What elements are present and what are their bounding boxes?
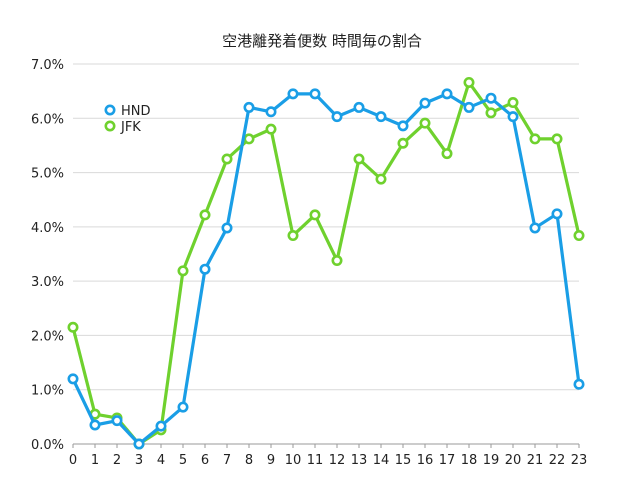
data-point-jfk	[67, 321, 79, 333]
series-jfk	[67, 76, 585, 450]
data-point-hnd	[529, 222, 541, 234]
x-tick-label: 18	[461, 453, 478, 468]
y-tick-label: 2.0%	[31, 329, 64, 344]
data-point-hnd	[573, 378, 585, 390]
x-tick-label: 3	[135, 453, 143, 468]
x-tick-label: 16	[417, 453, 434, 468]
data-point-jfk	[331, 255, 343, 267]
x-tick-label: 9	[267, 453, 275, 468]
x-tick-label: 21	[527, 453, 544, 468]
data-point-jfk	[419, 117, 431, 129]
x-tick-label: 23	[571, 453, 588, 468]
data-point-jfk	[485, 107, 497, 119]
series-hnd	[67, 88, 585, 450]
data-point-hnd	[419, 97, 431, 109]
data-point-jfk	[199, 209, 211, 221]
y-tick-label: 7.0%	[31, 58, 64, 73]
x-tick-label: 0	[69, 453, 77, 468]
data-point-hnd	[397, 120, 409, 132]
data-point-jfk	[397, 137, 409, 149]
x-tick-label: 22	[549, 453, 566, 468]
legend-label-hnd: HND	[121, 104, 151, 119]
data-point-jfk	[287, 230, 299, 242]
x-tick-label: 4	[157, 453, 165, 468]
data-point-jfk	[507, 97, 519, 109]
data-point-jfk	[243, 133, 255, 145]
data-point-hnd	[177, 401, 189, 413]
grid-lines	[73, 63, 579, 391]
x-tick-label: 13	[351, 453, 368, 468]
data-point-hnd	[353, 101, 365, 113]
data-point-jfk	[375, 173, 387, 185]
y-tick-label: 3.0%	[31, 275, 64, 290]
x-tick-label: 11	[307, 453, 324, 468]
data-point-jfk	[529, 133, 541, 145]
x-tick-label: 6	[201, 453, 209, 468]
data-point-hnd	[265, 106, 277, 118]
x-tick-label: 17	[439, 453, 456, 468]
legend-label-jfk: JFK	[120, 120, 141, 135]
x-tick-label: 19	[483, 453, 500, 468]
data-point-hnd	[507, 111, 519, 123]
x-tick-label: 20	[505, 453, 522, 468]
x-tick-label: 10	[285, 453, 302, 468]
data-point-hnd	[485, 92, 497, 104]
data-point-hnd	[111, 415, 123, 427]
data-point-jfk	[463, 76, 475, 88]
x-tick-label: 7	[223, 453, 231, 468]
data-point-jfk	[573, 230, 585, 242]
y-tick-label: 1.0%	[31, 384, 64, 399]
data-point-hnd	[441, 88, 453, 100]
data-point-hnd	[551, 208, 563, 220]
legend-item-hnd: HND	[104, 104, 151, 119]
data-point-jfk	[353, 153, 365, 165]
data-point-hnd	[331, 111, 343, 123]
data-point-jfk	[265, 123, 277, 135]
x-tick-label: 8	[245, 453, 253, 468]
data-point-jfk	[441, 148, 453, 160]
series-line-hnd	[71, 92, 581, 446]
axes: 0.0%1.0%2.0%3.0%4.0%5.0%6.0%7.0%0 1 2 3 4 5 6 7…	[31, 58, 587, 468]
x-tick-label: 5	[179, 453, 187, 468]
data-point-hnd	[133, 438, 145, 450]
data-point-hnd	[463, 101, 475, 113]
data-point-hnd	[89, 419, 101, 431]
data-point-jfk	[551, 133, 563, 145]
legend-marker-jfk	[104, 120, 116, 132]
x-tick-label: 12	[329, 453, 346, 468]
data-point-hnd	[155, 420, 167, 432]
series-lines	[67, 76, 585, 450]
data-point-hnd	[243, 101, 255, 113]
x-tick-label: 2	[113, 453, 121, 468]
y-tick-label: 6.0%	[31, 112, 64, 127]
data-point-hnd	[199, 263, 211, 275]
data-point-jfk	[221, 153, 233, 165]
chart-title: 空港離発着便数 時間毎の割合	[222, 32, 422, 50]
y-tick-label: 4.0%	[31, 221, 64, 236]
x-tick-label: 1	[91, 453, 99, 468]
data-point-hnd	[67, 373, 79, 385]
data-point-hnd	[309, 88, 321, 100]
data-point-hnd	[375, 111, 387, 123]
data-point-jfk	[177, 265, 189, 277]
y-tick-label: 5.0%	[31, 167, 64, 182]
x-tick-label: 15	[395, 453, 412, 468]
legend-marker-hnd	[104, 104, 116, 116]
x-tick-label: 14	[373, 453, 390, 468]
y-tick-label: 0.0%	[31, 438, 64, 453]
data-point-jfk	[309, 209, 321, 221]
legend-item-jfk: JFK	[104, 120, 141, 135]
data-point-hnd	[287, 88, 299, 100]
data-point-hnd	[221, 222, 233, 234]
